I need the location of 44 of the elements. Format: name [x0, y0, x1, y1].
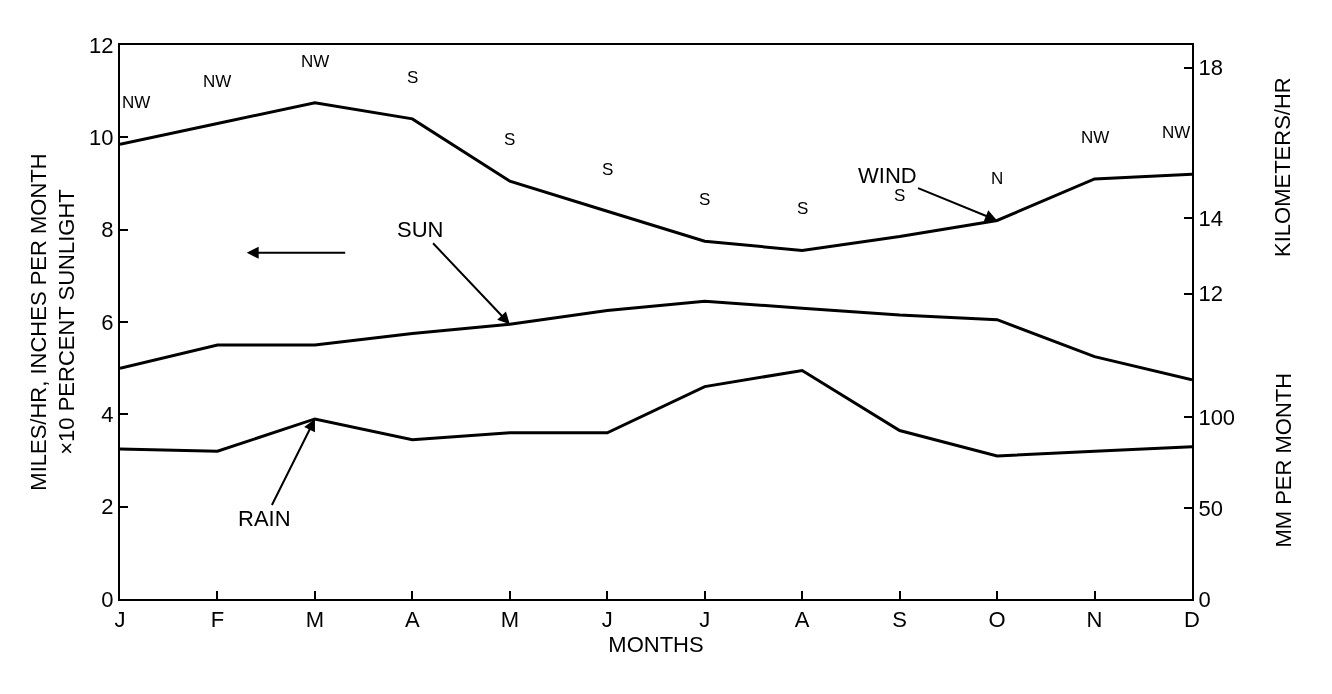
y-axis-title: MILES/HR, INCHES PER MONTH ×10 PERCENT SUNLIGHT — [25, 153, 80, 491]
y-tick-label: 8 — [101, 217, 114, 243]
y-tick-label: 0 — [101, 586, 114, 612]
y-tick-label: 4 — [101, 402, 114, 428]
data-label: S — [699, 190, 711, 209]
x-tick-label: S — [892, 607, 907, 633]
data-label: NW — [203, 72, 232, 91]
data-label: NW — [1081, 128, 1110, 147]
text: RAIN — [238, 506, 291, 531]
y2-tick-label: 100 — [1198, 405, 1236, 431]
y-tick-label: 12 — [89, 32, 114, 58]
x-tick-label: A — [794, 607, 810, 633]
data-label: NW — [301, 52, 330, 71]
y2-axis-title: MM PER MONTH — [1270, 372, 1296, 548]
y3-tick-label: 14 — [1198, 206, 1223, 232]
y-tick-label: 2 — [101, 494, 114, 520]
x-tick-label: N — [1086, 607, 1103, 633]
y3-axis-title: KILOMETERS/HR — [1270, 77, 1296, 257]
text: SUN — [397, 217, 444, 242]
data-label: S — [602, 160, 614, 179]
data-label: NW — [122, 93, 151, 112]
y2-tick-label: 50 — [1198, 495, 1223, 521]
text: WIND — [858, 163, 917, 188]
y2-tick-label: 0 — [1198, 586, 1211, 612]
y3-tick-label: 18 — [1198, 55, 1223, 81]
x-tick-label: J — [114, 607, 126, 633]
x-tick-label: M — [305, 607, 325, 633]
x-tick-label: A — [405, 607, 421, 633]
data-label: N — [991, 169, 1004, 188]
data-label: NW — [1162, 123, 1191, 142]
x-tick-label: J — [699, 607, 711, 633]
data-label: S — [797, 199, 809, 218]
x-tick-label: D — [1184, 607, 1200, 633]
y-tick-label: 6 — [101, 309, 114, 335]
y3-tick-label: 12 — [1198, 281, 1223, 307]
x-tick-label: J — [601, 607, 613, 633]
x-tick-label: F — [210, 607, 225, 633]
x-tick-label: M — [500, 607, 519, 633]
data-label: S — [407, 68, 419, 87]
x-tick-label: O — [988, 607, 1006, 633]
y-tick-label: 10 — [89, 125, 114, 151]
x-axis-title: MONTHS — [608, 632, 704, 658]
data-label: S — [894, 186, 906, 205]
data-label: S — [504, 130, 516, 149]
